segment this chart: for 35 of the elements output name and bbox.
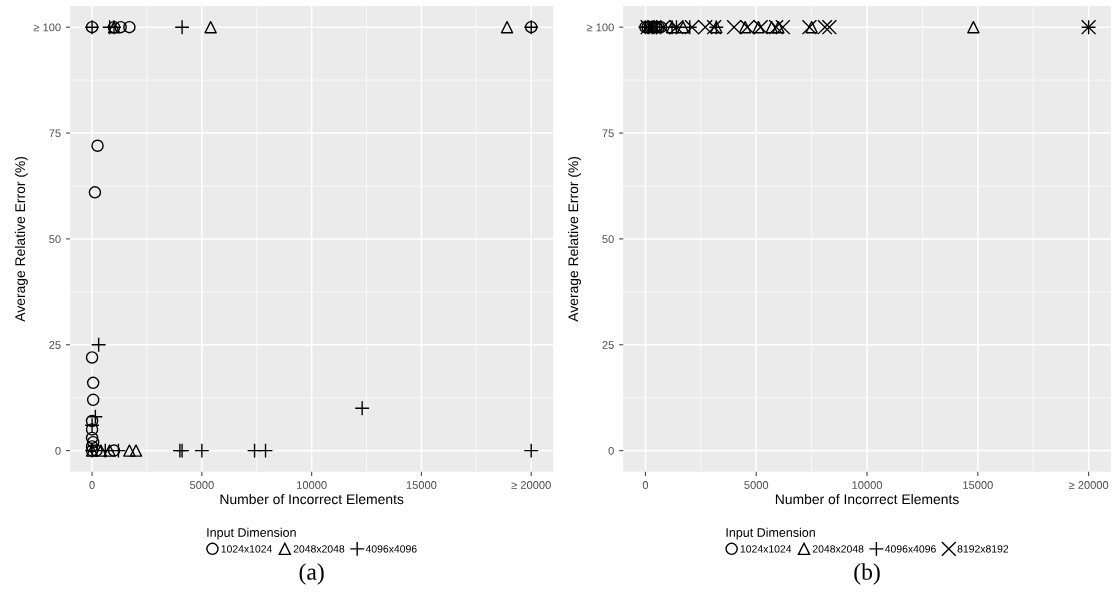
x-tick-label: 10000 [852,481,883,489]
y-axis-title: Average Relative Error (%) [14,156,28,322]
x-tick-label: ≥ 20000 [1068,481,1109,489]
legend-label: 2048x2048 [812,545,864,553]
x-tick-label: 0 [89,481,95,489]
x-tick-label: ≥ 20000 [511,481,551,489]
y-tick-label: 0 [608,446,614,455]
y-tick-label: ≥ 100 [586,23,614,32]
y-tick-label: 75 [602,129,614,138]
y-tick-label: ≥ 100 [33,23,61,32]
legend-label: 1024x1024 [740,545,792,553]
x-tick-label: 15000 [406,481,437,489]
legend-label: 4096x4096 [365,545,417,553]
text: (a) [299,563,324,585]
x-axis-title: Number of Incorrect Elements [220,493,404,505]
legend-label: 2048x2048 [293,545,345,553]
legend-title: Input Dimension [726,527,815,540]
x-tick-label: 10000 [297,481,327,489]
x-tick-label: 15000 [963,481,993,489]
y-axis-title: Average Relative Error (%) [568,156,581,322]
y-tick-label: 50 [602,235,614,244]
y-tick-label: 0 [55,446,61,455]
legend-label: 8192x8192 [957,545,1009,553]
legend-label: 1024x1024 [221,545,273,553]
legend-label: 4096x4096 [884,545,936,553]
x-tick-label: 5000 [189,481,214,489]
y-tick-label: 25 [602,341,614,349]
text: (b) [854,563,880,585]
legend-title: Input Dimension [207,527,296,540]
x-tick-label: 0 [642,481,649,489]
y-tick-label: 75 [49,129,61,138]
y-tick-label: 50 [49,235,61,244]
x-axis-title: Number of Incorrect Elements [775,493,959,505]
y-tick-label: 25 [49,341,61,349]
x-tick-label: 5000 [744,481,769,489]
